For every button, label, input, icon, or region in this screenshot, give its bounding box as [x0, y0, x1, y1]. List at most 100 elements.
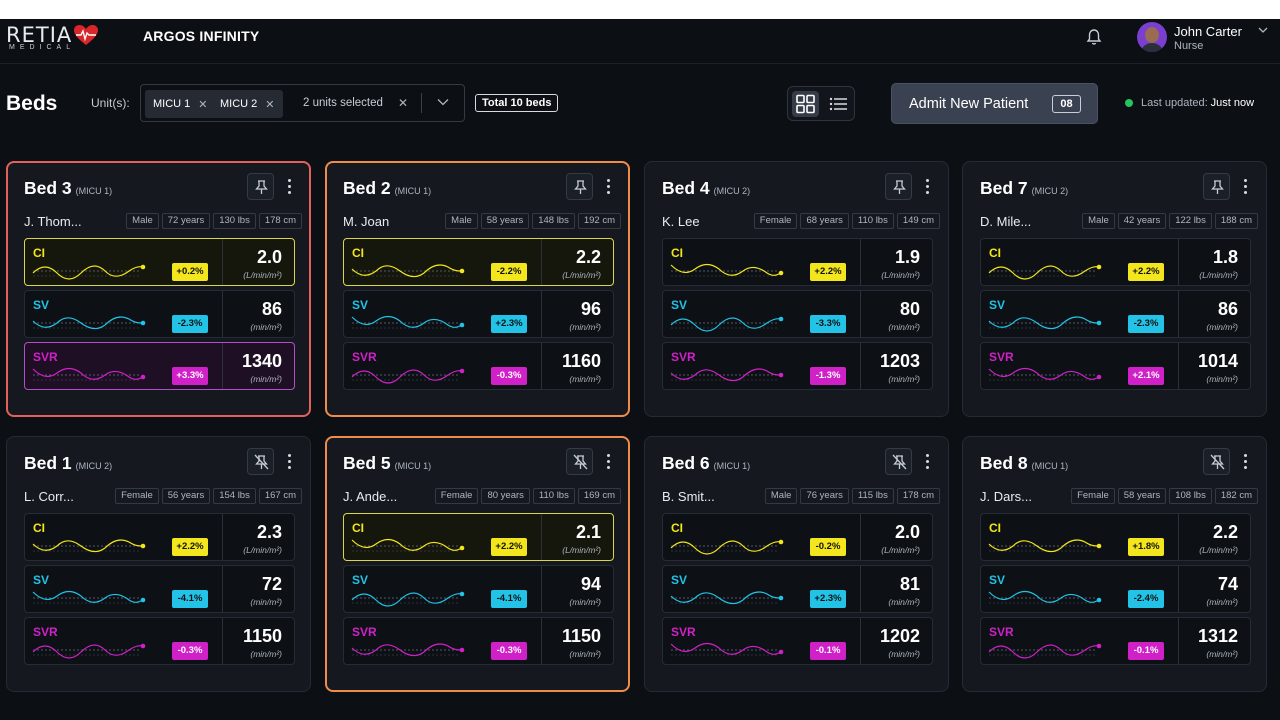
admit-new-patient-button[interactable]: Admit New Patient 08	[891, 83, 1098, 124]
kebab-menu-icon[interactable]	[607, 179, 611, 195]
bed-unit: (MICU 1)	[394, 186, 432, 196]
bed-card[interactable]: Bed 3 (MICU 1) J. Thom... Male 72 years 130 l…	[6, 161, 311, 417]
unit-chip[interactable]: MICU 1 ✕	[145, 90, 216, 118]
clear-units-icon[interactable]: ✕	[398, 96, 409, 110]
trend-sparkline	[670, 591, 784, 605]
bed-card[interactable]: Bed 1 (MICU 2) L. Corr... Female 56 years 154…	[6, 436, 311, 692]
metric-value: 1.8	[1212, 247, 1238, 267]
divider	[860, 514, 861, 560]
patient-weight-tag: 110 lbs	[532, 488, 575, 504]
metric-ci[interactable]: CI +2.2% 1.8 (L/min/m²)	[980, 238, 1251, 286]
chip-remove-icon[interactable]: ✕	[265, 98, 275, 111]
chip-remove-icon[interactable]: ✕	[198, 98, 208, 111]
metric-svr[interactable]: SVR +3.3% 1340 (min/m²)	[24, 342, 295, 390]
brand-logo[interactable]: RETIA MEDICAL	[6, 25, 99, 51]
metric-ci[interactable]: CI +2.2% 2.3 (L/min/m²)	[24, 513, 295, 561]
pin-icon	[255, 180, 268, 194]
patient-sex-tag: Female	[753, 213, 798, 229]
list-view-button[interactable]	[825, 91, 852, 117]
metric-svr[interactable]: SVR -0.3% 1150 (min/m²)	[343, 617, 614, 665]
metric-svr[interactable]: SVR -1.3% 1203 (min/m²)	[662, 342, 933, 390]
metric-unit: (L/min/m²)	[1199, 270, 1238, 280]
kebab-menu-icon[interactable]	[1244, 454, 1248, 470]
metric-sv[interactable]: SV -2.4% 74 (min/m²)	[980, 565, 1251, 613]
pin-button[interactable]	[566, 173, 593, 200]
patient-name: J. Thom...	[24, 214, 82, 229]
metric-sv[interactable]: SV +2.3% 81 (min/m²)	[662, 565, 933, 613]
metric-ci[interactable]: CI -0.2% 2.0 (L/min/m²)	[662, 513, 933, 561]
unit-chip[interactable]: MICU 2 ✕	[212, 90, 283, 118]
metric-svr[interactable]: SVR -0.1% 1312 (min/m²)	[980, 617, 1251, 665]
change-badge: +2.2%	[810, 263, 846, 281]
metric-svr[interactable]: SVR -0.3% 1160 (min/m²)	[343, 342, 614, 390]
metric-svr[interactable]: SVR +2.1% 1014 (min/m²)	[980, 342, 1251, 390]
unpin-button[interactable]	[885, 448, 912, 475]
change-badge: -2.4%	[1128, 590, 1164, 608]
divider	[541, 514, 542, 560]
metric-value: 96	[580, 299, 601, 319]
metric-sv[interactable]: SV -2.3% 86 (min/m²)	[24, 290, 295, 338]
kebab-menu-icon[interactable]	[288, 179, 292, 195]
pin-button[interactable]	[885, 173, 912, 200]
unpin-button[interactable]	[566, 448, 593, 475]
unpin-icon	[254, 454, 269, 470]
bed-card[interactable]: Bed 2 (MICU 1) M. Joan Male 58 years 148 lbs 1…	[325, 161, 630, 417]
metric-unit: (L/min/m²)	[562, 545, 601, 555]
patient-tags: Female 80 years 110 lbs 169 cm	[434, 488, 621, 504]
chevron-down-icon[interactable]	[437, 98, 449, 106]
pin-button[interactable]	[247, 173, 274, 200]
metric-sv[interactable]: SV -3.3% 80 (min/m²)	[662, 290, 933, 338]
metric-sv[interactable]: SV -2.3% 86 (min/m²)	[980, 290, 1251, 338]
patient-name: L. Corr...	[24, 489, 74, 504]
user-menu[interactable]: John Carter Nurse	[1137, 22, 1277, 54]
metric-label: SVR	[33, 625, 58, 639]
unpin-button[interactable]	[247, 448, 274, 475]
bed-card[interactable]: Bed 4 (MICU 2) K. Lee Female 68 years 110 lbs…	[644, 161, 949, 417]
patient-weight-tag: 115 lbs	[851, 488, 894, 504]
divider	[860, 291, 861, 337]
metric-unit: (min/m²)	[888, 649, 920, 659]
metric-sv[interactable]: SV -4.1% 72 (min/m²)	[24, 565, 295, 613]
bed-card[interactable]: Bed 7 (MICU 2) D. Mile... Male 42 years 122 l…	[962, 161, 1267, 417]
patient-height-tag: 178 cm	[258, 213, 302, 229]
patient-sex-tag: Male	[764, 488, 798, 504]
metric-label: CI	[33, 246, 45, 260]
kebab-menu-icon[interactable]	[607, 454, 611, 470]
trend-sparkline	[670, 642, 784, 656]
bed-card[interactable]: Bed 8 (MICU 1) J. Dars... Female 58 years 108…	[962, 436, 1267, 692]
change-badge: -3.3%	[810, 315, 846, 333]
metric-ci[interactable]: CI -2.2% 2.2 (L/min/m²)	[343, 238, 614, 286]
metric-label: CI	[989, 521, 1001, 535]
metric-sv[interactable]: SV -4.1% 94 (min/m²)	[343, 565, 614, 613]
kebab-menu-icon[interactable]	[1244, 179, 1248, 195]
unpin-button[interactable]	[1203, 448, 1230, 475]
bed-card[interactable]: Bed 5 (MICU 1) J. Ande... Female 80 years 110…	[325, 436, 630, 692]
metric-ci[interactable]: CI +2.2% 1.9 (L/min/m²)	[662, 238, 933, 286]
grid-view-button[interactable]	[792, 91, 819, 117]
metric-ci[interactable]: CI +1.8% 2.2 (L/min/m²)	[980, 513, 1251, 561]
units-multiselect[interactable]: MICU 1 ✕ MICU 2 ✕ 2 units selected ✕	[140, 84, 465, 122]
metric-ci[interactable]: CI +0.2% 2.0 (L/min/m²)	[24, 238, 295, 286]
pin-button[interactable]	[1203, 173, 1230, 200]
kebab-menu-icon[interactable]	[288, 454, 292, 470]
metric-svr[interactable]: SVR -0.1% 1202 (min/m²)	[662, 617, 933, 665]
change-badge: -2.2%	[491, 263, 527, 281]
bell-icon[interactable]	[1086, 28, 1102, 46]
kebab-menu-icon[interactable]	[926, 179, 930, 195]
metric-unit: (L/min/m²)	[881, 545, 920, 555]
change-badge: +2.2%	[172, 538, 208, 556]
metric-sv[interactable]: SV +2.3% 96 (min/m²)	[343, 290, 614, 338]
bed-unit: (MICU 2)	[1031, 186, 1069, 196]
metric-value: 94	[580, 574, 601, 594]
patient-sex-tag: Male	[1082, 213, 1115, 229]
metric-unit: (min/m²)	[1206, 649, 1238, 659]
metric-ci[interactable]: CI +2.2% 2.1 (L/min/m²)	[343, 513, 614, 561]
trend-sparkline	[351, 591, 465, 607]
last-updated-label: Last updated:	[1141, 97, 1208, 109]
kebab-menu-icon[interactable]	[926, 454, 930, 470]
bed-card[interactable]: Bed 6 (MICU 1) B. Smit... Male 76 years 115 l…	[644, 436, 949, 692]
metric-svr[interactable]: SVR -0.3% 1150 (min/m²)	[24, 617, 295, 665]
patient-height-tag: 178 cm	[896, 488, 940, 504]
metric-value: 2.2	[575, 247, 601, 267]
trend-sparkline	[351, 315, 465, 329]
